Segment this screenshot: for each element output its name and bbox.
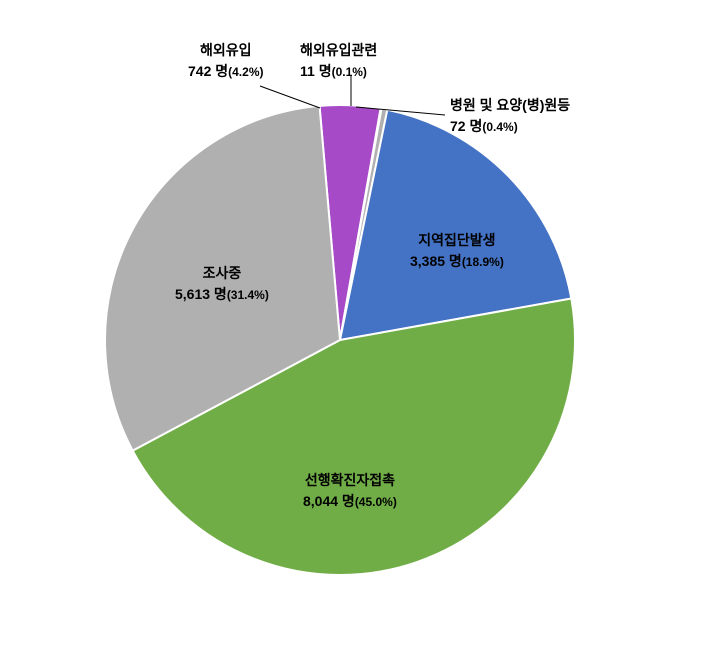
slice-label-value: 742 명(4.2%): [188, 61, 263, 82]
slice-label-5: 조사중5,613 명(31.4%): [175, 263, 269, 305]
slice-label-value: 11 명(0.1%): [300, 61, 377, 82]
slice-label-2: 병원 및 요양(병)원등72 명(0.4%): [450, 95, 570, 137]
slice-label-value: 5,613 명(31.4%): [175, 284, 269, 305]
slice-label-name: 지역집단발생: [410, 230, 504, 251]
slice-label-0: 해외유입742 명(4.2%): [188, 40, 263, 82]
pie-chart-svg: [0, 0, 710, 652]
slice-label-name: 해외유입: [188, 40, 263, 61]
slice-label-name: 선행확진자접촉: [303, 470, 397, 491]
slice-label-value: 8,044 명(45.0%): [303, 491, 397, 512]
slice-label-3: 지역집단발생3,385 명(18.9%): [410, 230, 504, 272]
slice-label-4: 선행확진자접촉8,044 명(45.0%): [303, 470, 397, 512]
pie-chart-container: 해외유입742 명(4.2%) 해외유입관련11 명(0.1%) 병원 및 요양(병…: [0, 0, 710, 652]
slice-label-1: 해외유입관련11 명(0.1%): [300, 40, 377, 82]
slice-label-name: 해외유입관련: [300, 40, 377, 61]
slice-label-value: 72 명(0.4%): [450, 116, 570, 137]
slice-label-name: 조사중: [175, 263, 269, 284]
leader-line-0: [260, 86, 320, 108]
slice-label-name: 병원 및 요양(병)원등: [450, 95, 570, 116]
slice-label-value: 3,385 명(18.9%): [410, 251, 504, 272]
